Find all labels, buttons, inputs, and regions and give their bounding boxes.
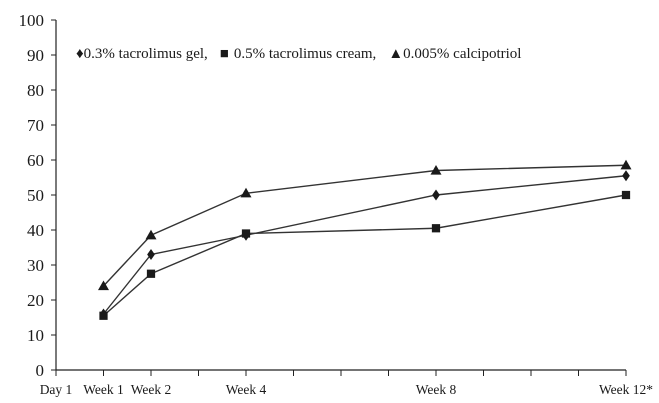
data-point-triangle: [430, 165, 442, 175]
legend-label: 0.5% tacrolimus cream,: [234, 46, 376, 62]
y-tick-label: 80: [27, 81, 44, 100]
data-point-square: [621, 190, 631, 200]
y-axis: 0 10 20 30 40 50 60 70 80 90 100: [19, 11, 57, 380]
series-diamond: [99, 170, 630, 320]
data-point-triangle: [145, 229, 157, 240]
data-point-triangle: [98, 280, 109, 291]
legend-label: 0.005% calcipotriol: [403, 46, 521, 62]
x-tick-label: Week 12*: [599, 382, 653, 397]
y-tick-label: 40: [27, 221, 44, 240]
y-tick-label: 70: [27, 116, 44, 135]
x-tick-label: Week 4: [226, 382, 267, 397]
data-point-square: [146, 269, 156, 278]
data-point-square: [431, 224, 441, 233]
data-point-triangle: [240, 187, 252, 198]
legend-text: ♦0.3% tacrolimus gel, ■ 0.5% tacrolimus cr…: [76, 46, 521, 62]
y-tick-label: 30: [27, 256, 44, 275]
y-tick-label: 0: [36, 361, 45, 380]
legend-label: 0.3% tacrolimus gel,: [84, 46, 208, 62]
series-layer: [98, 159, 632, 320]
y-tick-label: 10: [27, 326, 44, 345]
series-line: [102, 175, 627, 315]
x-tick-label: Week 2: [131, 382, 172, 397]
series-square: [99, 190, 631, 320]
legend: ♦0.3% tacrolimus gel, ■ 0.5% tacrolimus cr…: [76, 46, 521, 62]
data-point-square: [99, 311, 108, 320]
x-tick-label: Day 1: [40, 382, 73, 397]
series-triangle: [98, 159, 632, 291]
y-tick-label: 90: [27, 46, 44, 65]
legend-symbol-square: ■: [220, 46, 229, 62]
y-tick-label: 20: [27, 291, 44, 310]
x-tick-label: Week 1: [83, 382, 124, 397]
data-point-square: [241, 229, 251, 238]
y-tick-label: 60: [27, 151, 44, 170]
data-point-diamond: [622, 170, 630, 182]
data-point-diamond: [432, 189, 440, 201]
y-tick-label: 100: [19, 11, 45, 30]
series-line: [103, 194, 627, 317]
y-tick-label: 50: [27, 186, 44, 205]
legend-symbol-triangle: ▲: [388, 46, 403, 62]
data-point-diamond: [147, 249, 155, 260]
x-axis: Day 1 Week 1 Week 2 Week 4 Week 8 Week 12*: [40, 369, 653, 397]
x-tick-label: Week 8: [416, 382, 457, 397]
data-point-triangle: [620, 159, 632, 170]
legend-symbol-diamond: ♦: [76, 46, 84, 62]
